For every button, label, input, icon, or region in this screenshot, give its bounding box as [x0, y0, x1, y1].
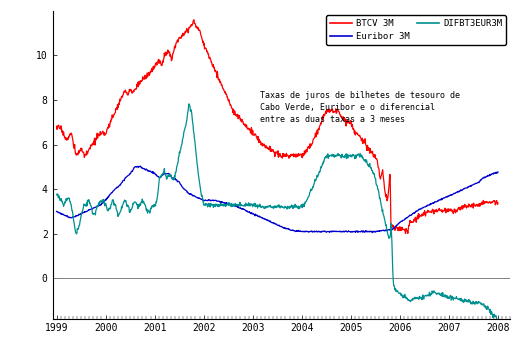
- Legend: BTCV 3M, Euribor 3M, DIFBT3EUR3M: BTCV 3M, Euribor 3M, DIFBT3EUR3M: [326, 15, 505, 45]
- Text: Taxas de juros de bilhetes de tesouro de
Cabo Verde, Euribor e o diferencial
ent: Taxas de juros de bilhetes de tesouro de…: [260, 91, 460, 124]
